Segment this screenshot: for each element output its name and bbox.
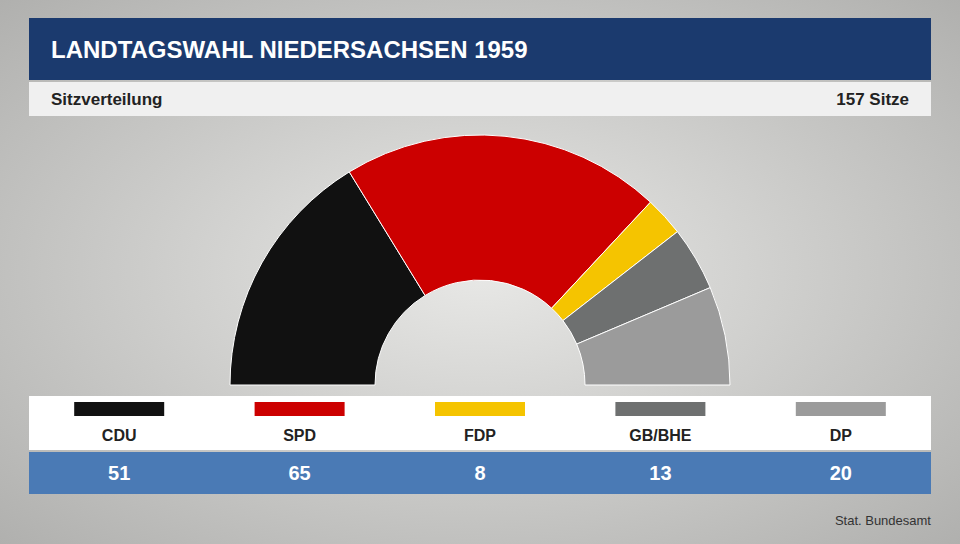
data-label: 65 [288,462,310,484]
title-bar [29,18,931,80]
legend-swatch [796,402,886,416]
subtitle-bar [29,82,931,116]
annotation: 157 Sitze [836,90,909,109]
source: Stat. Bundesamt [835,513,931,528]
subtitle: Sitzverteilung [51,90,162,109]
party-label: CDU [102,427,137,444]
semicircle [230,135,730,385]
data-label: 20 [830,462,852,484]
number-bar [29,452,931,494]
legend-swatch [615,402,705,416]
title: LANDTAGSWAHL NIEDERSACHSEN 1959 [51,36,528,63]
party-label: DP [830,427,853,444]
chart: LANDTAGSWAHL NIEDERSACHSEN 1959 Sitzverte… [0,0,960,544]
legend-swatch [74,402,164,416]
data-label: 8 [474,462,485,484]
party-label: GB/BHE [629,427,692,444]
party-label: FDP [464,427,496,444]
label-strip [29,396,931,450]
legend-swatch [435,402,525,416]
data-label: 13 [649,462,671,484]
data-label: 51 [108,462,130,484]
party-label: SPD [283,427,316,444]
legend-swatch [255,402,345,416]
wedge [577,288,730,385]
